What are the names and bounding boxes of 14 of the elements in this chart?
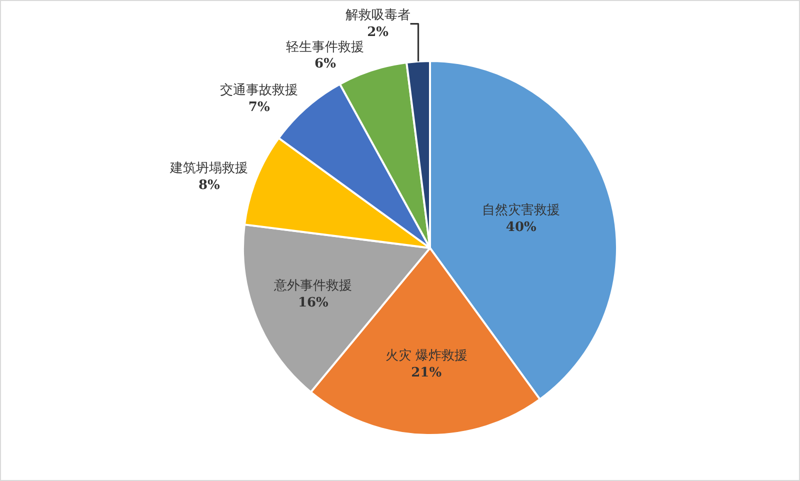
data-label: 7% bbox=[248, 100, 270, 115]
data-label: 40% bbox=[506, 220, 538, 235]
slice-label: 自然灾害救援 bbox=[482, 202, 560, 218]
slice-label: 解救吸毒者 bbox=[345, 8, 410, 23]
slice-label: 轻生事件救援 bbox=[286, 40, 364, 55]
data-label: 6% bbox=[314, 56, 337, 72]
data-label: 21% bbox=[411, 365, 442, 380]
data-label: 2% bbox=[367, 24, 390, 40]
slice-label: 意外事件救援 bbox=[273, 278, 352, 294]
data-label: 8% bbox=[198, 178, 220, 193]
slice-label: 火灾 爆炸救援 bbox=[385, 347, 468, 364]
slice-label: 建筑坍塌救援 bbox=[169, 161, 248, 176]
data-label: 16% bbox=[298, 295, 330, 310]
slice-label: 交通事故救援 bbox=[220, 82, 298, 98]
